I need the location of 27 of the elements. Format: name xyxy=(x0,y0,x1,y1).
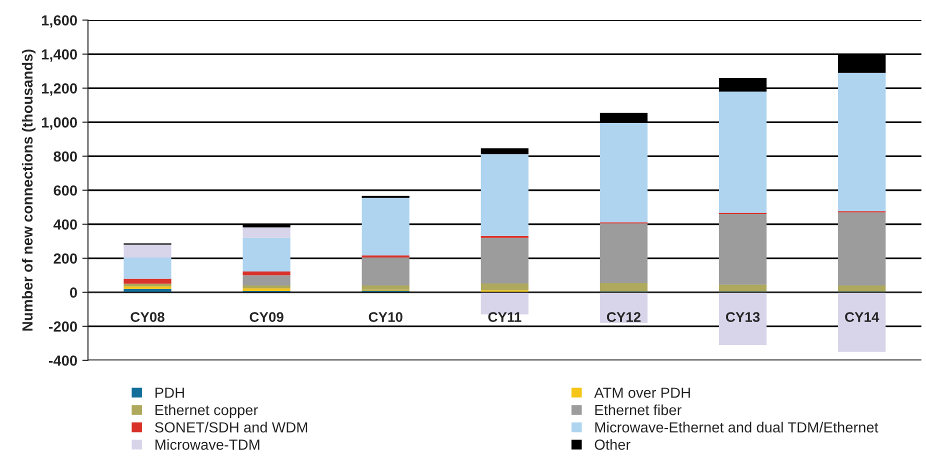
legend-label: SONET/SDH and WDM xyxy=(154,422,308,433)
y-axis-title: Number of new connections (thousands) xyxy=(22,50,36,331)
y-tick-label: 800 xyxy=(54,151,77,162)
y-tick-label: -400 xyxy=(48,355,77,366)
y-tick-label: 600 xyxy=(54,185,77,196)
x-tick-label: CY13 xyxy=(726,312,760,322)
x-tick-label: CY12 xyxy=(606,312,641,322)
legend-label: Ethernet copper xyxy=(156,404,258,418)
legend-label: Microwave-TDM xyxy=(156,439,260,450)
x-tick-label: CY08 xyxy=(130,312,164,322)
x-tick-label: CY11 xyxy=(488,312,522,322)
legend-label: PDH xyxy=(156,388,184,398)
y-tick-label: 1,200 xyxy=(42,83,77,96)
legend-label: Other xyxy=(594,439,630,450)
y-tick-label: 400 xyxy=(53,219,77,230)
legend-label: ATM over PDH xyxy=(594,388,690,398)
legend-label: Ethernet fiber xyxy=(595,404,682,416)
x-tick-label: CY09 xyxy=(250,312,284,322)
x-tick-label: CY10 xyxy=(368,312,402,322)
y-tick-label: 1,400 xyxy=(42,49,77,62)
legend-label: Microwave-Ethernet and dual TDM/Ethernet xyxy=(595,422,878,433)
y-tick-label: -200 xyxy=(48,321,77,332)
y-tick-label: 0 xyxy=(70,287,77,298)
y-tick-label: 1,000 xyxy=(42,117,77,130)
y-tick-label: 200 xyxy=(54,253,77,264)
y-tick-label: 1,600 xyxy=(42,15,77,28)
x-tick-label: CY14 xyxy=(845,312,880,322)
